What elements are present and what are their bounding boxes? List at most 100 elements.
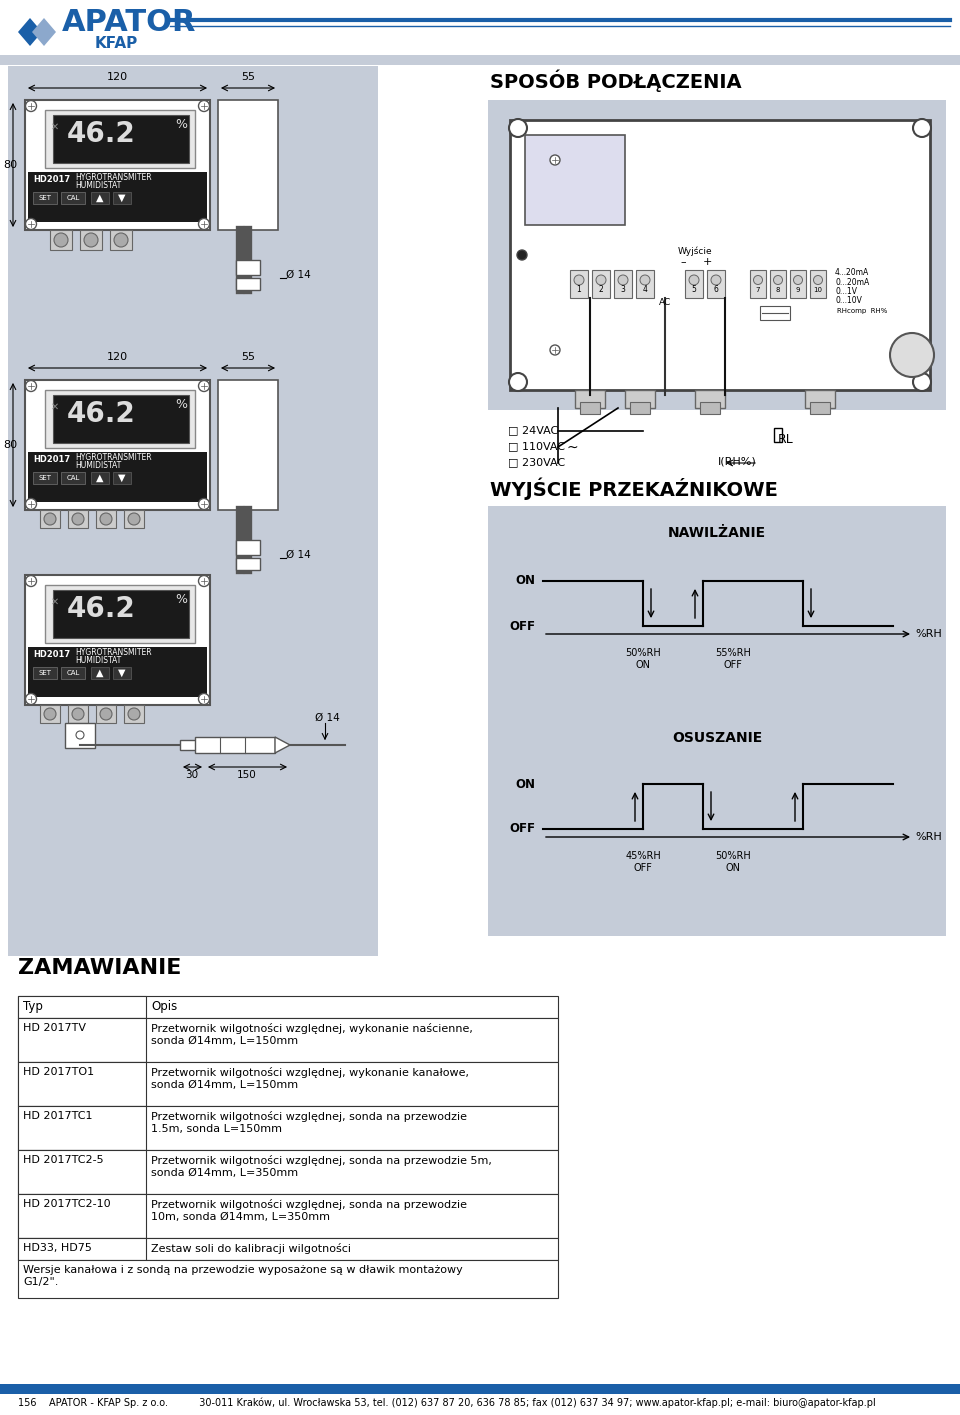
Bar: [488, 100, 946, 410]
Text: HD 2017TC2-10: HD 2017TC2-10: [23, 1199, 110, 1208]
Bar: [68, 509, 88, 528]
Bar: [510, 120, 930, 391]
Text: HUMIDISTAT: HUMIDISTAT: [75, 657, 121, 665]
Bar: [236, 558, 260, 570]
Circle shape: [509, 374, 527, 391]
Text: Przetwornik wilgotności względnej, sonda na przewodzie
1.5m, sonda L=150mm: Przetwornik wilgotności względnej, sonda…: [151, 1111, 467, 1135]
Bar: [61, 473, 85, 484]
Text: SET: SET: [38, 669, 52, 676]
Bar: [96, 705, 116, 723]
Text: 80: 80: [3, 440, 17, 450]
Text: +: +: [703, 258, 711, 267]
Bar: [570, 270, 588, 299]
Text: Wersje kanałowa i z sondą na przewodzie wyposażone są w dławik montażowy
G1/2".: Wersje kanałowa i z sondą na przewodzie …: [23, 1265, 463, 1288]
Text: Przetwornik wilgotności względnej, wykonanie naścienne,
sonda Ø14mm, L=150mm: Przetwornik wilgotności względnej, wykon…: [151, 1023, 473, 1047]
Text: Opis: Opis: [151, 1000, 178, 1013]
Circle shape: [794, 276, 803, 284]
Bar: [53, 590, 189, 638]
Bar: [40, 509, 60, 528]
Circle shape: [26, 693, 36, 705]
Circle shape: [913, 374, 931, 391]
Circle shape: [199, 100, 209, 112]
Bar: [630, 402, 650, 415]
Bar: [18, 1194, 558, 1238]
Circle shape: [550, 345, 560, 355]
Circle shape: [72, 708, 84, 720]
Bar: [236, 277, 260, 290]
Bar: [65, 723, 95, 749]
Text: HD33, HD75: HD33, HD75: [23, 1242, 92, 1254]
Text: 120: 120: [107, 352, 128, 362]
Bar: [80, 231, 102, 250]
Bar: [61, 666, 85, 679]
Bar: [18, 1150, 558, 1194]
Polygon shape: [32, 18, 56, 47]
Text: 50%RH
ON: 50%RH ON: [715, 850, 751, 873]
Circle shape: [84, 233, 98, 248]
Text: Zestaw soli do kalibracji wilgotności: Zestaw soli do kalibracji wilgotności: [151, 1242, 351, 1254]
Bar: [218, 381, 278, 509]
Text: Typ: Typ: [23, 1000, 43, 1013]
Text: HD2017: HD2017: [33, 456, 70, 464]
Bar: [770, 270, 786, 299]
Text: CAL: CAL: [66, 669, 80, 676]
Text: CAL: CAL: [66, 195, 80, 201]
Bar: [8, 67, 378, 957]
Bar: [53, 395, 189, 443]
Text: HUMIDISTAT: HUMIDISTAT: [75, 461, 121, 470]
Bar: [18, 1063, 558, 1107]
Text: %: %: [175, 117, 187, 132]
Bar: [45, 391, 195, 449]
Text: %: %: [175, 398, 187, 410]
Circle shape: [128, 514, 140, 525]
Text: Ø 14: Ø 14: [286, 550, 311, 560]
Text: 30: 30: [185, 770, 199, 780]
Polygon shape: [18, 18, 42, 47]
Bar: [96, 509, 116, 528]
Bar: [774, 427, 782, 441]
Text: ON: ON: [515, 777, 535, 791]
Text: %RH: %RH: [915, 832, 942, 842]
Text: 55%RH
OFF: 55%RH OFF: [715, 648, 751, 671]
Text: □ 24VAC: □ 24VAC: [508, 424, 559, 434]
Text: 50%RH
ON: 50%RH ON: [625, 648, 660, 671]
Text: ▼: ▼: [118, 192, 126, 202]
Bar: [18, 1150, 146, 1194]
Text: ▲: ▲: [96, 473, 104, 483]
Bar: [33, 192, 57, 204]
Bar: [18, 1107, 146, 1150]
Bar: [50, 231, 72, 250]
Bar: [45, 110, 195, 168]
Text: Wyjście: Wyjście: [678, 246, 712, 256]
Circle shape: [100, 708, 112, 720]
Bar: [685, 270, 703, 299]
Bar: [614, 270, 632, 299]
Text: ✕: ✕: [51, 597, 60, 607]
Bar: [18, 1107, 558, 1150]
Circle shape: [76, 732, 84, 739]
Bar: [18, 1238, 558, 1259]
Text: 0...1V: 0...1V: [835, 287, 857, 296]
Polygon shape: [275, 737, 290, 753]
Bar: [91, 473, 109, 484]
Circle shape: [689, 275, 699, 284]
Bar: [91, 666, 109, 679]
Bar: [25, 100, 210, 231]
Bar: [695, 391, 725, 408]
Circle shape: [754, 276, 762, 284]
Bar: [18, 996, 558, 1017]
Text: 3: 3: [620, 286, 625, 294]
Text: HD 2017TO1: HD 2017TO1: [23, 1067, 94, 1077]
Text: –: –: [681, 258, 685, 267]
Circle shape: [890, 333, 934, 376]
Text: ~: ~: [566, 441, 578, 456]
Circle shape: [711, 275, 721, 284]
Text: KFAP: KFAP: [95, 35, 138, 51]
Bar: [580, 402, 600, 415]
Circle shape: [26, 381, 36, 392]
Text: 7: 7: [756, 287, 760, 293]
Text: 46.2: 46.2: [67, 594, 135, 623]
Bar: [236, 260, 260, 275]
Text: 46.2: 46.2: [67, 400, 135, 427]
Text: 0...20mA: 0...20mA: [835, 277, 869, 287]
